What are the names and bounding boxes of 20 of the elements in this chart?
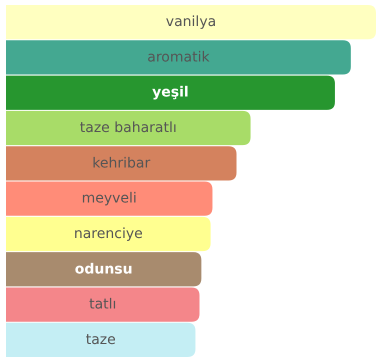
y-tick-label: taze baharatlı [80, 120, 177, 136]
bar [6, 216, 211, 252]
y-tick-label: odunsu [74, 261, 133, 278]
bar [6, 182, 212, 216]
y-tick-label: yeşil [152, 84, 189, 101]
y-tick-label: kehribar [92, 155, 150, 172]
bar [6, 322, 196, 357]
bar [6, 252, 202, 286]
bar [6, 76, 335, 110]
y-tick-label: narenciye [74, 226, 143, 242]
y-tick-label: vanilya [166, 14, 216, 30]
bar [6, 40, 351, 75]
y-tick-label: tatlı [89, 296, 116, 313]
bar [6, 5, 376, 40]
y-tick-label: taze [86, 332, 116, 348]
y-tick-label: aromatik [147, 49, 210, 66]
bar [6, 110, 251, 146]
bar [6, 146, 237, 180]
y-tick-label: meyveli [82, 190, 137, 207]
bar [6, 287, 200, 322]
